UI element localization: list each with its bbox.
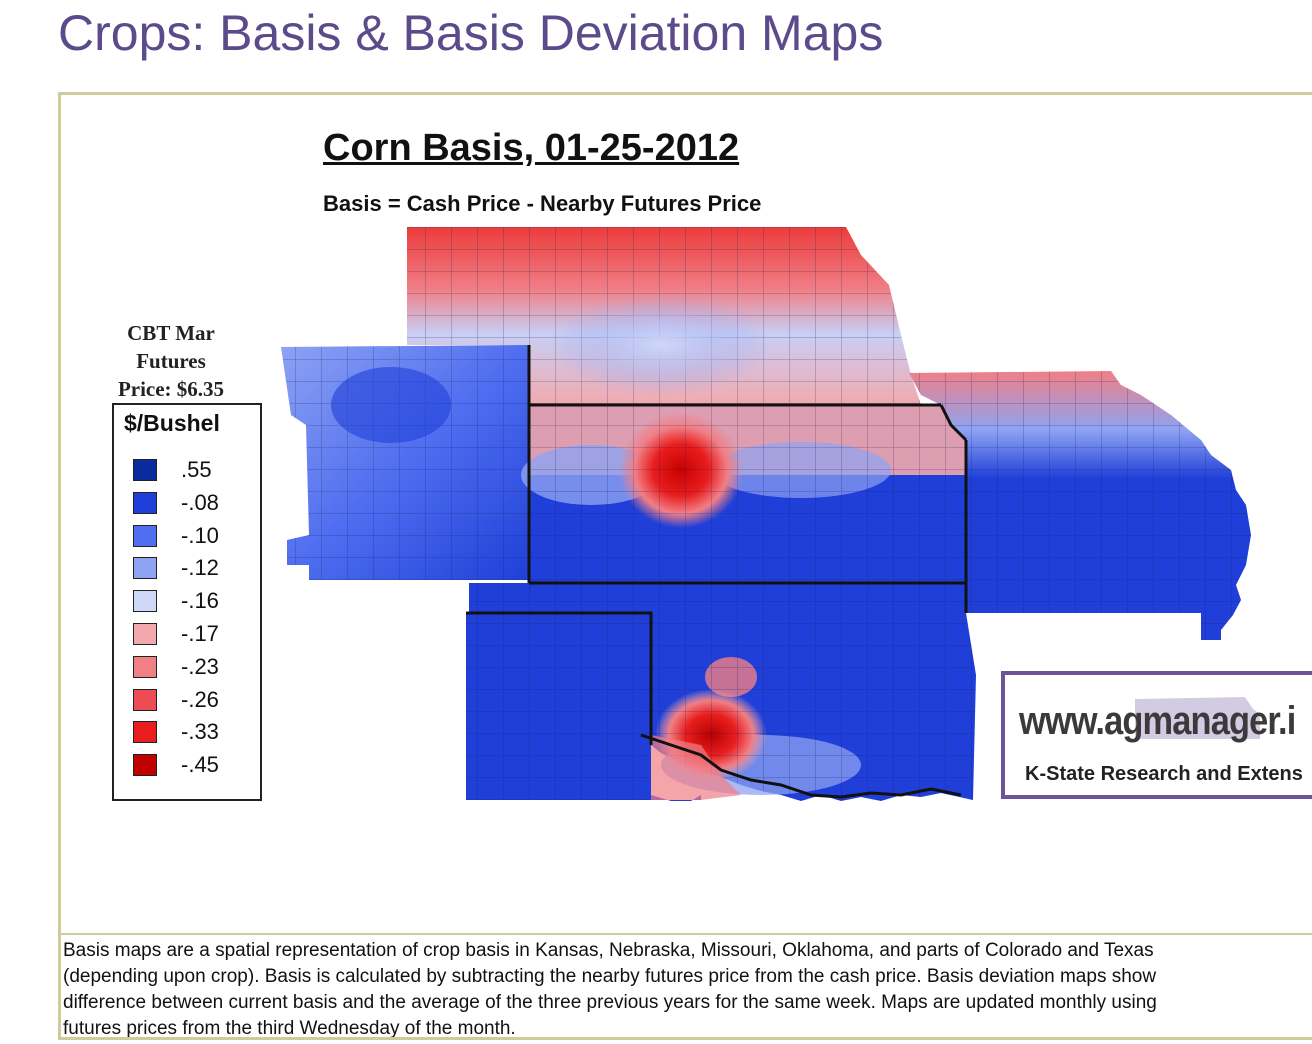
futures-line-3: Price: $6.35 bbox=[117, 377, 225, 401]
futures-line-2: Futures bbox=[136, 349, 206, 373]
agmanager-logo: www.agmanager.i K-State Research and Ext… bbox=[1001, 671, 1312, 799]
map-title: Corn Basis, 01-25-2012 bbox=[323, 127, 740, 169]
caption-line-4: futures prices from the third Wednesday … bbox=[63, 1018, 516, 1039]
caption-line-1: Basis maps are a spatial representation … bbox=[63, 940, 1154, 961]
legend-value: -.12 bbox=[181, 555, 219, 581]
legend-swatch bbox=[133, 491, 157, 514]
legend-swatch bbox=[133, 524, 157, 547]
futures-price-label: CBT Mar Futures Price: $6.35 bbox=[103, 319, 239, 403]
caption: Basis maps are a spatial representation … bbox=[61, 933, 1312, 1039]
legend-swatch bbox=[133, 655, 157, 678]
legend-item: -.17 bbox=[133, 621, 253, 647]
legend-item: -.33 bbox=[133, 719, 253, 745]
legend-title: $/Bushel bbox=[124, 410, 220, 436]
legend-item: -.26 bbox=[133, 687, 253, 713]
legend-value: -.10 bbox=[181, 522, 219, 548]
caption-line-2: (depending upon crop). Basis is calculat… bbox=[63, 966, 1157, 987]
legend-item: -.16 bbox=[133, 588, 253, 614]
logo-org: K-State Research and Extens bbox=[1025, 763, 1303, 785]
state-borders bbox=[466, 345, 968, 799]
legend-swatch bbox=[133, 754, 157, 777]
map-subtitle: Basis = Cash Price - Nearby Futures Pric… bbox=[323, 191, 762, 216]
legend-item: .55 bbox=[133, 457, 253, 483]
kansas-logo-icon bbox=[1135, 697, 1260, 739]
legend-item: -.12 bbox=[133, 555, 253, 581]
legend-swatch bbox=[133, 590, 157, 613]
legend-swatch bbox=[133, 557, 157, 580]
legend-swatch bbox=[133, 623, 157, 645]
legend: $/Bushel .55 -.08 -.10 -.12 -.16 -.17 -.23 -.26… bbox=[112, 403, 262, 801]
legend-swatch bbox=[133, 688, 157, 711]
legend-value: -.26 bbox=[181, 686, 219, 712]
logo-url: www.agmanager.i bbox=[1019, 699, 1296, 743]
legend-value: -.23 bbox=[181, 653, 219, 679]
legend-value: -.33 bbox=[181, 719, 219, 745]
legend-value: .55 bbox=[181, 457, 212, 482]
legend-value: -.08 bbox=[181, 489, 219, 515]
page-title: Crops: Basis & Basis Deviation Maps bbox=[58, 5, 884, 61]
legend-value: -.45 bbox=[181, 752, 219, 778]
legend-swatch bbox=[133, 721, 157, 744]
caption-line-3: difference between current basis and the… bbox=[63, 992, 1157, 1013]
basis-map bbox=[281, 227, 1251, 801]
futures-line-1: CBT Mar bbox=[127, 321, 215, 345]
legend-item: -.45 bbox=[133, 752, 253, 778]
legend-swatch bbox=[133, 459, 157, 481]
legend-item: -.10 bbox=[133, 523, 253, 549]
legend-value: -.16 bbox=[181, 588, 219, 614]
legend-value: -.17 bbox=[181, 621, 219, 646]
legend-item: -.08 bbox=[133, 490, 253, 516]
map-frame: Corn Basis, 01-25-2012 Basis = Cash Pric… bbox=[58, 92, 1312, 1040]
legend-item: -.23 bbox=[133, 654, 253, 680]
